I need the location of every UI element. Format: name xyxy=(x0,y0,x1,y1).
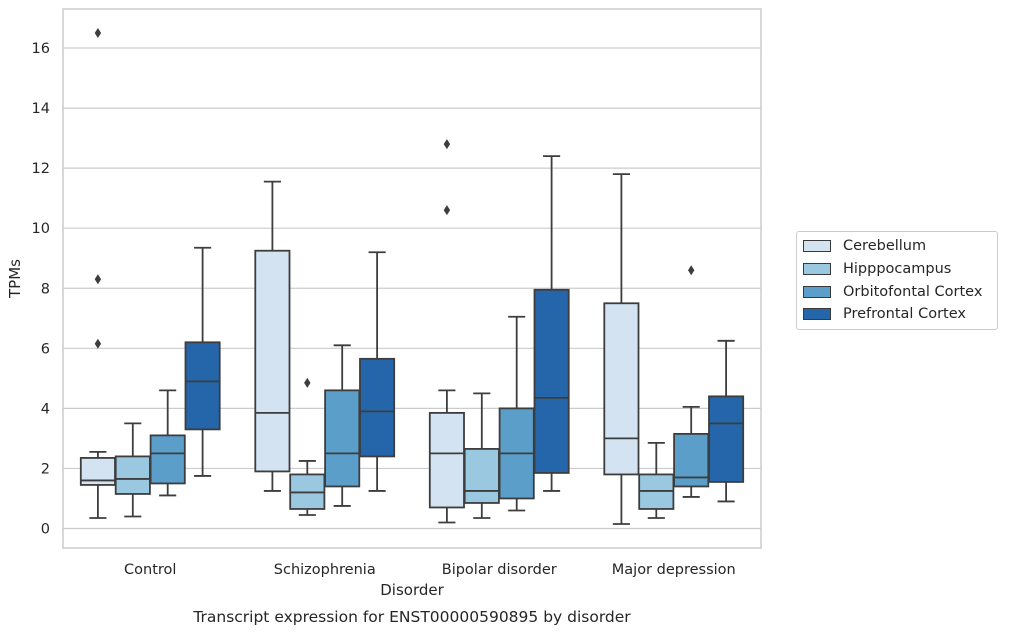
box xyxy=(603,302,640,476)
box xyxy=(463,448,500,504)
y-tick-label: 4 xyxy=(41,401,50,417)
box-0-1 xyxy=(114,422,151,518)
legend-item: Hipppocampus xyxy=(797,258,997,281)
x-tick-label: Major depression xyxy=(612,562,736,578)
legend-item: Prefrontal Cortex xyxy=(797,303,997,326)
outlier-point xyxy=(94,28,102,39)
outlier-point xyxy=(304,377,311,388)
box xyxy=(324,389,361,488)
y-tick-label: 10 xyxy=(32,221,50,237)
x-tick-label: Control xyxy=(124,562,176,578)
x-tick-label: Bipolar disorder xyxy=(442,562,557,578)
y-tick-label: 14 xyxy=(32,101,50,117)
box-2-0 xyxy=(428,139,465,524)
box-groups xyxy=(79,28,745,525)
box-3-3 xyxy=(708,339,745,503)
box-2-1 xyxy=(463,392,500,519)
x-tick-label: Schizophrenia xyxy=(274,562,376,578)
box xyxy=(428,411,465,509)
box xyxy=(114,455,151,495)
x-tick-labels: Control Schizophrenia Bipolar disorder Majo… xyxy=(124,562,736,578)
legend-label: Cerebellum xyxy=(843,238,927,255)
legend-swatch xyxy=(803,263,831,276)
legend-label: Prefrontal Cortex xyxy=(843,306,966,323)
y-tick-label: 2 xyxy=(41,461,50,477)
x-axis-label: Disorder xyxy=(380,581,444,599)
legend-swatch xyxy=(803,285,831,298)
y-tick-label: 0 xyxy=(41,521,50,537)
box-1-0 xyxy=(254,180,291,492)
box xyxy=(184,341,221,431)
legend-item: Cerebellum xyxy=(797,235,997,258)
legend-swatch xyxy=(803,240,831,253)
y-tick-labels: 0 2 4 6 8 10 12 14 16 xyxy=(32,41,50,537)
outlier-point xyxy=(443,205,451,216)
outlier-point xyxy=(94,338,102,349)
box-3-2 xyxy=(673,265,710,498)
box-2-2 xyxy=(498,315,535,512)
box-0-0 xyxy=(79,28,116,519)
y-tick-label: 8 xyxy=(41,281,50,297)
y-tick-label: 16 xyxy=(32,41,50,57)
outlier-point xyxy=(94,274,102,285)
legend-item: Orbitofontal Cortex xyxy=(797,280,997,303)
chart-title: Transcript expression for ENST0000059089… xyxy=(192,608,631,626)
box-1-2 xyxy=(324,344,361,507)
plot-frame xyxy=(62,8,762,549)
box-0-3 xyxy=(184,246,221,477)
legend-label: Orbitofontal Cortex xyxy=(843,283,983,300)
box-1-1 xyxy=(289,377,326,516)
box-3-1 xyxy=(638,442,675,519)
outlier-point xyxy=(688,265,695,276)
legend-label: Hipppocampus xyxy=(843,261,952,278)
outlier-point xyxy=(443,139,451,150)
box-0-2 xyxy=(149,389,186,497)
box xyxy=(673,432,710,488)
box-2-3 xyxy=(533,155,570,492)
y-tick-label: 12 xyxy=(32,161,50,177)
y-axis-label: TPMs xyxy=(6,259,24,299)
legend-swatch xyxy=(803,308,831,321)
box xyxy=(254,249,291,473)
box-1-3 xyxy=(359,251,396,492)
box xyxy=(359,357,396,458)
box xyxy=(149,434,186,485)
legend: Cerebellum Hipppocampus Orbitofontal Corte… xyxy=(796,231,998,330)
box-3-0 xyxy=(603,173,640,525)
box xyxy=(708,395,745,483)
box xyxy=(533,288,570,474)
y-tick-label: 6 xyxy=(41,341,50,357)
